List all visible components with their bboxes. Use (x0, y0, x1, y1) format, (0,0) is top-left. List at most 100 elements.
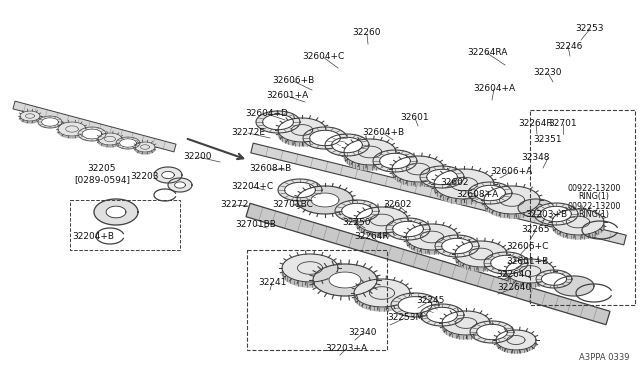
Text: 32250: 32250 (343, 218, 371, 227)
Text: 32204+B: 32204+B (72, 232, 114, 241)
Text: 32203+B: 32203+B (525, 210, 567, 219)
Polygon shape (278, 179, 322, 201)
Polygon shape (380, 153, 410, 169)
Polygon shape (455, 241, 507, 267)
Polygon shape (116, 137, 140, 149)
Text: 32264Q: 32264Q (496, 270, 532, 279)
Text: RING(1): RING(1) (579, 192, 609, 201)
Text: 32241: 32241 (258, 278, 286, 287)
Polygon shape (506, 263, 554, 287)
Polygon shape (427, 307, 458, 323)
Polygon shape (98, 135, 122, 147)
Polygon shape (392, 156, 444, 182)
Text: 32601: 32601 (401, 113, 429, 122)
Polygon shape (420, 304, 464, 326)
Polygon shape (256, 111, 300, 133)
Polygon shape (58, 122, 86, 136)
Text: 32230: 32230 (534, 68, 563, 77)
Text: 32601+A: 32601+A (266, 91, 308, 100)
Polygon shape (303, 127, 347, 149)
Polygon shape (135, 142, 155, 152)
Polygon shape (325, 134, 369, 156)
Polygon shape (78, 127, 106, 141)
Text: 32604+B: 32604+B (362, 128, 404, 137)
Text: 32608+A: 32608+A (456, 190, 498, 199)
Polygon shape (106, 206, 126, 218)
Text: 32604+A: 32604+A (473, 84, 515, 93)
Polygon shape (310, 130, 340, 146)
Polygon shape (154, 167, 182, 183)
Polygon shape (162, 171, 174, 179)
Text: 32264RA: 32264RA (467, 48, 507, 57)
Text: 32253: 32253 (576, 24, 604, 33)
Polygon shape (536, 270, 572, 288)
Polygon shape (496, 333, 536, 353)
Polygon shape (506, 259, 554, 283)
Polygon shape (20, 111, 40, 121)
Polygon shape (442, 238, 472, 254)
Polygon shape (373, 150, 417, 172)
Text: 32606+B: 32606+B (272, 76, 314, 85)
Polygon shape (442, 311, 490, 335)
Polygon shape (470, 321, 514, 343)
Polygon shape (342, 203, 372, 219)
Text: 32203: 32203 (131, 172, 159, 181)
Polygon shape (354, 283, 410, 311)
Text: 32606+C: 32606+C (506, 242, 548, 251)
Polygon shape (13, 101, 176, 152)
Text: 32606+A: 32606+A (490, 167, 532, 176)
Polygon shape (392, 160, 444, 186)
Polygon shape (442, 315, 490, 339)
Polygon shape (391, 293, 439, 317)
Text: 32264R: 32264R (355, 232, 389, 241)
Text: 32272E: 32272E (231, 128, 265, 137)
Polygon shape (329, 272, 361, 288)
Polygon shape (427, 169, 458, 185)
Polygon shape (554, 276, 594, 296)
Text: 32601+B: 32601+B (506, 257, 548, 266)
Polygon shape (534, 203, 578, 225)
Polygon shape (552, 209, 604, 235)
Polygon shape (354, 279, 410, 307)
Text: 32204+C: 32204+C (231, 182, 273, 191)
Text: 32272: 32272 (220, 200, 248, 209)
Polygon shape (406, 224, 458, 250)
Polygon shape (135, 144, 155, 154)
Text: 32260: 32260 (353, 28, 381, 37)
Text: 32265: 32265 (522, 225, 550, 234)
Polygon shape (285, 182, 316, 198)
Text: 32246: 32246 (554, 42, 582, 51)
Text: 32253M: 32253M (387, 313, 423, 322)
Polygon shape (455, 245, 507, 271)
Text: 32602: 32602 (441, 178, 469, 187)
Polygon shape (552, 213, 604, 239)
Polygon shape (262, 114, 293, 130)
Bar (70, 200, 180, 250)
Polygon shape (20, 113, 40, 123)
Polygon shape (278, 118, 326, 142)
Polygon shape (420, 166, 464, 188)
Polygon shape (335, 200, 379, 222)
Polygon shape (541, 206, 572, 222)
Polygon shape (435, 235, 479, 257)
Text: 32701BB: 32701BB (236, 220, 276, 229)
Text: 32602: 32602 (384, 200, 412, 209)
Polygon shape (386, 218, 430, 240)
Text: 32200: 32200 (184, 152, 212, 161)
Polygon shape (98, 133, 122, 145)
Text: 32604+D: 32604+D (246, 109, 289, 118)
Polygon shape (58, 124, 86, 138)
Polygon shape (475, 185, 506, 201)
Polygon shape (120, 139, 136, 147)
Polygon shape (484, 252, 528, 274)
Polygon shape (311, 193, 339, 207)
Polygon shape (434, 169, 494, 199)
Polygon shape (356, 211, 408, 237)
Polygon shape (282, 254, 338, 282)
Polygon shape (175, 182, 186, 188)
Text: 32205: 32205 (88, 164, 116, 173)
Polygon shape (518, 199, 554, 217)
Text: 32608+B: 32608+B (249, 164, 291, 173)
Polygon shape (484, 186, 540, 214)
Polygon shape (94, 199, 138, 225)
